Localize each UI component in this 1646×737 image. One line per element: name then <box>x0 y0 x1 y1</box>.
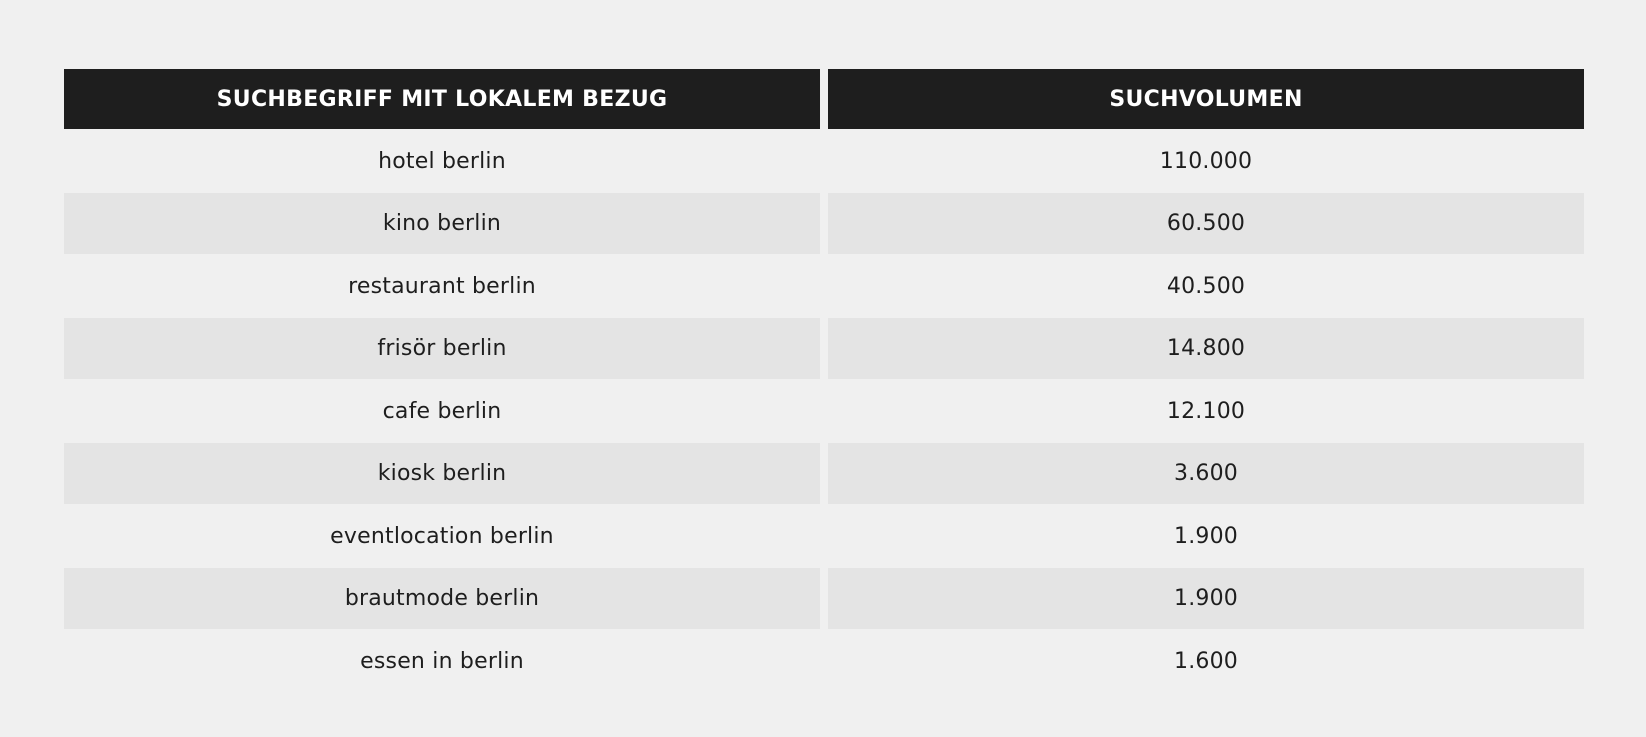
table-row: hotel berlin 110.000 <box>64 129 1584 193</box>
table-row: frisör berlin 14.800 <box>64 318 1584 379</box>
search-term-cell: restaurant berlin <box>348 273 536 299</box>
search-volume-cell: 1.900 <box>1174 523 1238 549</box>
search-volume-cell: 14.800 <box>828 318 1584 379</box>
search-term-cell: kiosk berlin <box>64 443 820 504</box>
search-term-cell: brautmode berlin <box>64 568 820 629</box>
table-row: cafe berlin 12.100 <box>64 379 1584 443</box>
table-header-row: SUCHBEGRIFF MIT LOKALEM BEZUG SUCHVOLUME… <box>64 69 1584 129</box>
search-term-cell: essen in berlin <box>360 648 524 674</box>
table-row: kino berlin 60.500 <box>64 193 1584 254</box>
table-row: eventlocation berlin 1.900 <box>64 504 1584 568</box>
search-term-cell: eventlocation berlin <box>330 523 554 549</box>
table-row: kiosk berlin 3.600 <box>64 443 1584 504</box>
header-search-volume: SUCHVOLUMEN <box>828 69 1584 129</box>
search-term-cell: hotel berlin <box>378 148 506 174</box>
header-search-term: SUCHBEGRIFF MIT LOKALEM BEZUG <box>64 69 820 129</box>
search-volume-cell: 110.000 <box>1159 148 1253 174</box>
table-row: essen in berlin 1.600 <box>64 629 1584 693</box>
search-term-cell: kino berlin <box>64 193 820 254</box>
table-row: restaurant berlin 40.500 <box>64 254 1584 318</box>
search-volume-cell: 1.600 <box>1174 648 1238 674</box>
search-volume-cell: 3.600 <box>828 443 1584 504</box>
search-volume-cell: 40.500 <box>1166 273 1246 299</box>
search-term-cell: frisör berlin <box>64 318 820 379</box>
search-volume-cell: 1.900 <box>828 568 1584 629</box>
search-term-cell: cafe berlin <box>382 398 502 424</box>
search-volume-cell: 12.100 <box>1166 398 1246 424</box>
table-row: brautmode berlin 1.900 <box>64 568 1584 629</box>
search-volume-table: SUCHBEGRIFF MIT LOKALEM BEZUG SUCHVOLUME… <box>64 69 1584 693</box>
search-volume-cell: 60.500 <box>828 193 1584 254</box>
